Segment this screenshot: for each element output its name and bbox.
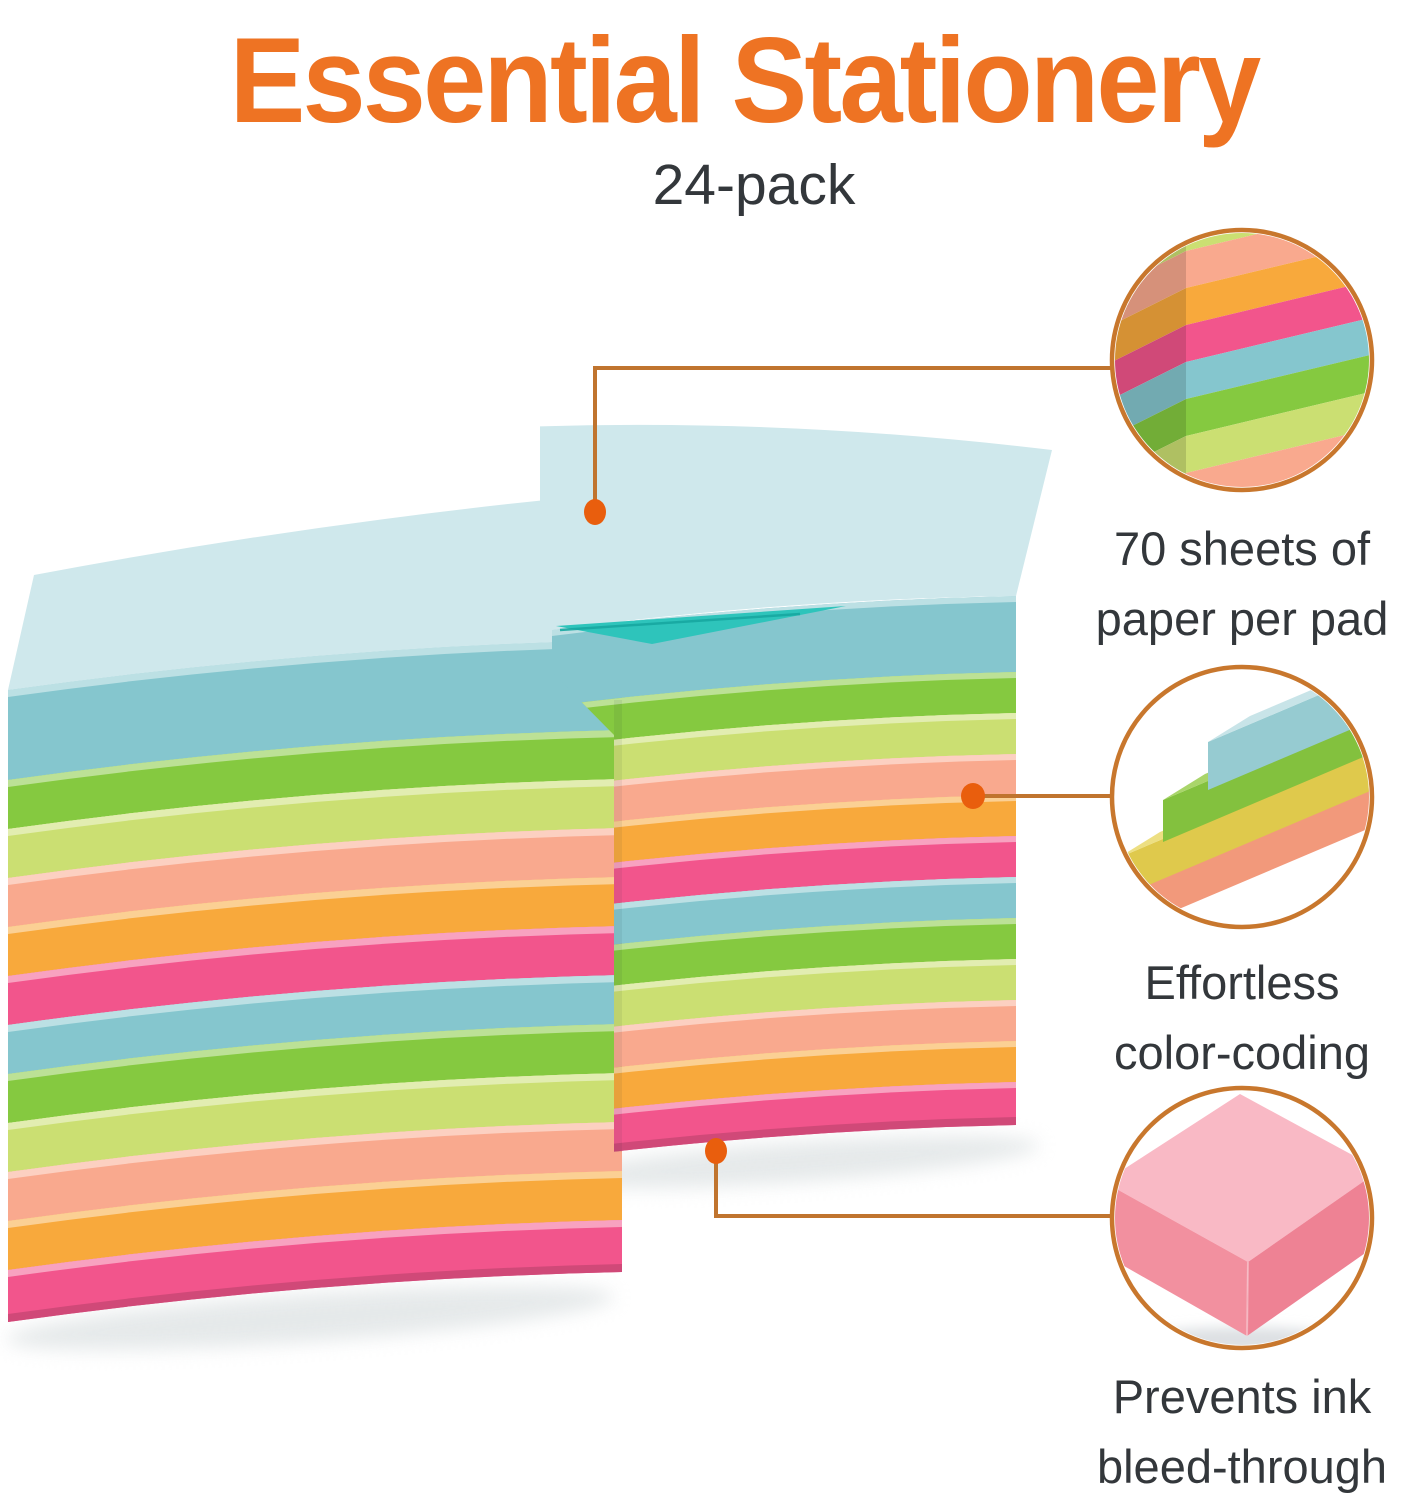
pad-front-orange xyxy=(552,795,1016,870)
pad-front-salmon xyxy=(8,828,622,927)
pad-front-salmon xyxy=(552,1000,1016,1075)
pink-pad-shadow xyxy=(1137,1327,1347,1345)
pad-front-blue xyxy=(552,877,1016,952)
corner-right-face-green xyxy=(1186,350,1369,436)
pad-front-pink xyxy=(552,836,1016,911)
callout-dot-sheets xyxy=(584,499,606,525)
pad-sheet-edge xyxy=(552,795,1016,835)
pink-pad-left-face xyxy=(1115,1182,1248,1336)
corner-top-face xyxy=(1130,130,1391,216)
pink-pad-top-face xyxy=(1115,1094,1369,1262)
pad-front-orange xyxy=(8,1171,622,1270)
pad-sheet-edge xyxy=(552,672,1016,712)
corner-left-face-pink xyxy=(1115,325,1186,406)
feature-label-color-coding: Effortless color-coding xyxy=(1062,948,1403,1088)
pad-sheet-edge xyxy=(552,1000,1016,1040)
stack-bottom-edge xyxy=(8,1264,622,1322)
pad-sheet-edge xyxy=(552,596,1016,636)
pad-sheet-edge xyxy=(8,730,622,787)
stack-seam-shadow xyxy=(614,700,622,1152)
pad-front-ygreen xyxy=(8,779,622,878)
stack-right-shadow xyxy=(560,1135,1040,1189)
pad-sheet-edge xyxy=(8,1171,622,1228)
feature-line: Effortless xyxy=(1144,956,1340,1009)
stack-left-shadow xyxy=(5,1285,615,1351)
stack-right-top-face xyxy=(540,424,1052,630)
pack-count-subtitle: 24-pack xyxy=(652,153,856,217)
pink-pad-right-face xyxy=(1247,1170,1369,1336)
stack-left xyxy=(8,490,648,1322)
feature-label-ink-bleed: Prevents ink bleed-through xyxy=(1062,1362,1403,1502)
pad-front-orange xyxy=(552,1041,1016,1116)
callout-image-pink-pad xyxy=(1115,1094,1369,1345)
corner-left-face-ygreen xyxy=(1115,436,1186,487)
pad-front-blue xyxy=(8,975,622,1074)
pad-front-green xyxy=(552,672,1016,747)
pad-sheet-edge xyxy=(8,975,622,1032)
callout-dot-coding xyxy=(961,783,985,809)
feature-line: Prevents ink xyxy=(1112,1370,1372,1423)
pad-sheet-edge xyxy=(8,1122,622,1179)
pad-sheet-edge xyxy=(8,1073,622,1130)
stack-left-top-face xyxy=(8,490,648,690)
stack-right-pads xyxy=(552,596,1016,1159)
pad-front-green xyxy=(552,918,1016,993)
corner-right-face-ygreen xyxy=(1186,387,1369,473)
callout-dot-bleed xyxy=(705,1138,727,1164)
pad-front-ygreen xyxy=(552,959,1016,1034)
callout-line-bleed xyxy=(714,1150,1113,1218)
pad-front-salmon xyxy=(8,1122,622,1221)
corner-right-face-blue xyxy=(1186,313,1369,399)
page-title: Essential Stationery xyxy=(229,12,1262,148)
pad-sheet-edge xyxy=(8,1220,622,1277)
pad-front-green xyxy=(8,1024,622,1123)
pad-sheet-edge xyxy=(8,828,622,885)
pad-sheet-edge xyxy=(552,918,1016,958)
pad-front-orange xyxy=(8,877,622,976)
stack-right xyxy=(540,424,1052,1159)
pad-front-ygreen xyxy=(8,1073,622,1172)
stair-pad-yellow-front xyxy=(1118,729,1369,898)
corner-right-face-salmon xyxy=(1186,233,1369,288)
pad-sheet-edge xyxy=(8,1024,622,1081)
feature-line: 70 sheets of xyxy=(1113,522,1371,575)
callout-dots xyxy=(584,499,985,1164)
sheet-edge-line xyxy=(559,612,801,632)
pad-sheet-edge xyxy=(8,877,622,934)
pad-sheet-edge xyxy=(552,836,1016,876)
stack-bottom-edge xyxy=(552,1117,1016,1159)
pad-sheet-edge xyxy=(552,1041,1016,1081)
stair-pad-blue-top xyxy=(1208,670,1369,742)
stack-left-pads xyxy=(8,640,622,1322)
corner-right-face-pink xyxy=(1186,276,1369,362)
pad-sheet-edge xyxy=(8,926,622,983)
feature-line: color-coding xyxy=(1113,1026,1371,1079)
pad-front-ygreen xyxy=(552,713,1016,788)
pink-pad-corner-highlight xyxy=(1246,1261,1249,1337)
pad-front-pink xyxy=(8,926,622,1025)
pad-sheet-edge xyxy=(552,959,1016,999)
callout-line-sheets xyxy=(593,366,1113,510)
pad-sheet-edge xyxy=(552,754,1016,794)
pad-sheet-edge xyxy=(552,713,1016,753)
feature-label-sheet-count: 70 sheets of paper per pad xyxy=(1062,514,1403,654)
stair-pad-green-front xyxy=(1163,671,1369,842)
pad-sheet-edge xyxy=(8,779,622,836)
feature-line: paper per pad xyxy=(1095,592,1389,645)
floor-shadows xyxy=(5,1135,1040,1351)
callout-connectors xyxy=(593,366,1113,1218)
pad-sheet-edge xyxy=(552,877,1016,917)
pad-front-green xyxy=(8,730,622,829)
corner-left-face-orange xyxy=(1115,288,1186,369)
pad-sheet-edge xyxy=(552,1082,1016,1122)
pad-front-salmon xyxy=(552,754,1016,829)
feature-line: bleed-through xyxy=(1096,1440,1388,1493)
